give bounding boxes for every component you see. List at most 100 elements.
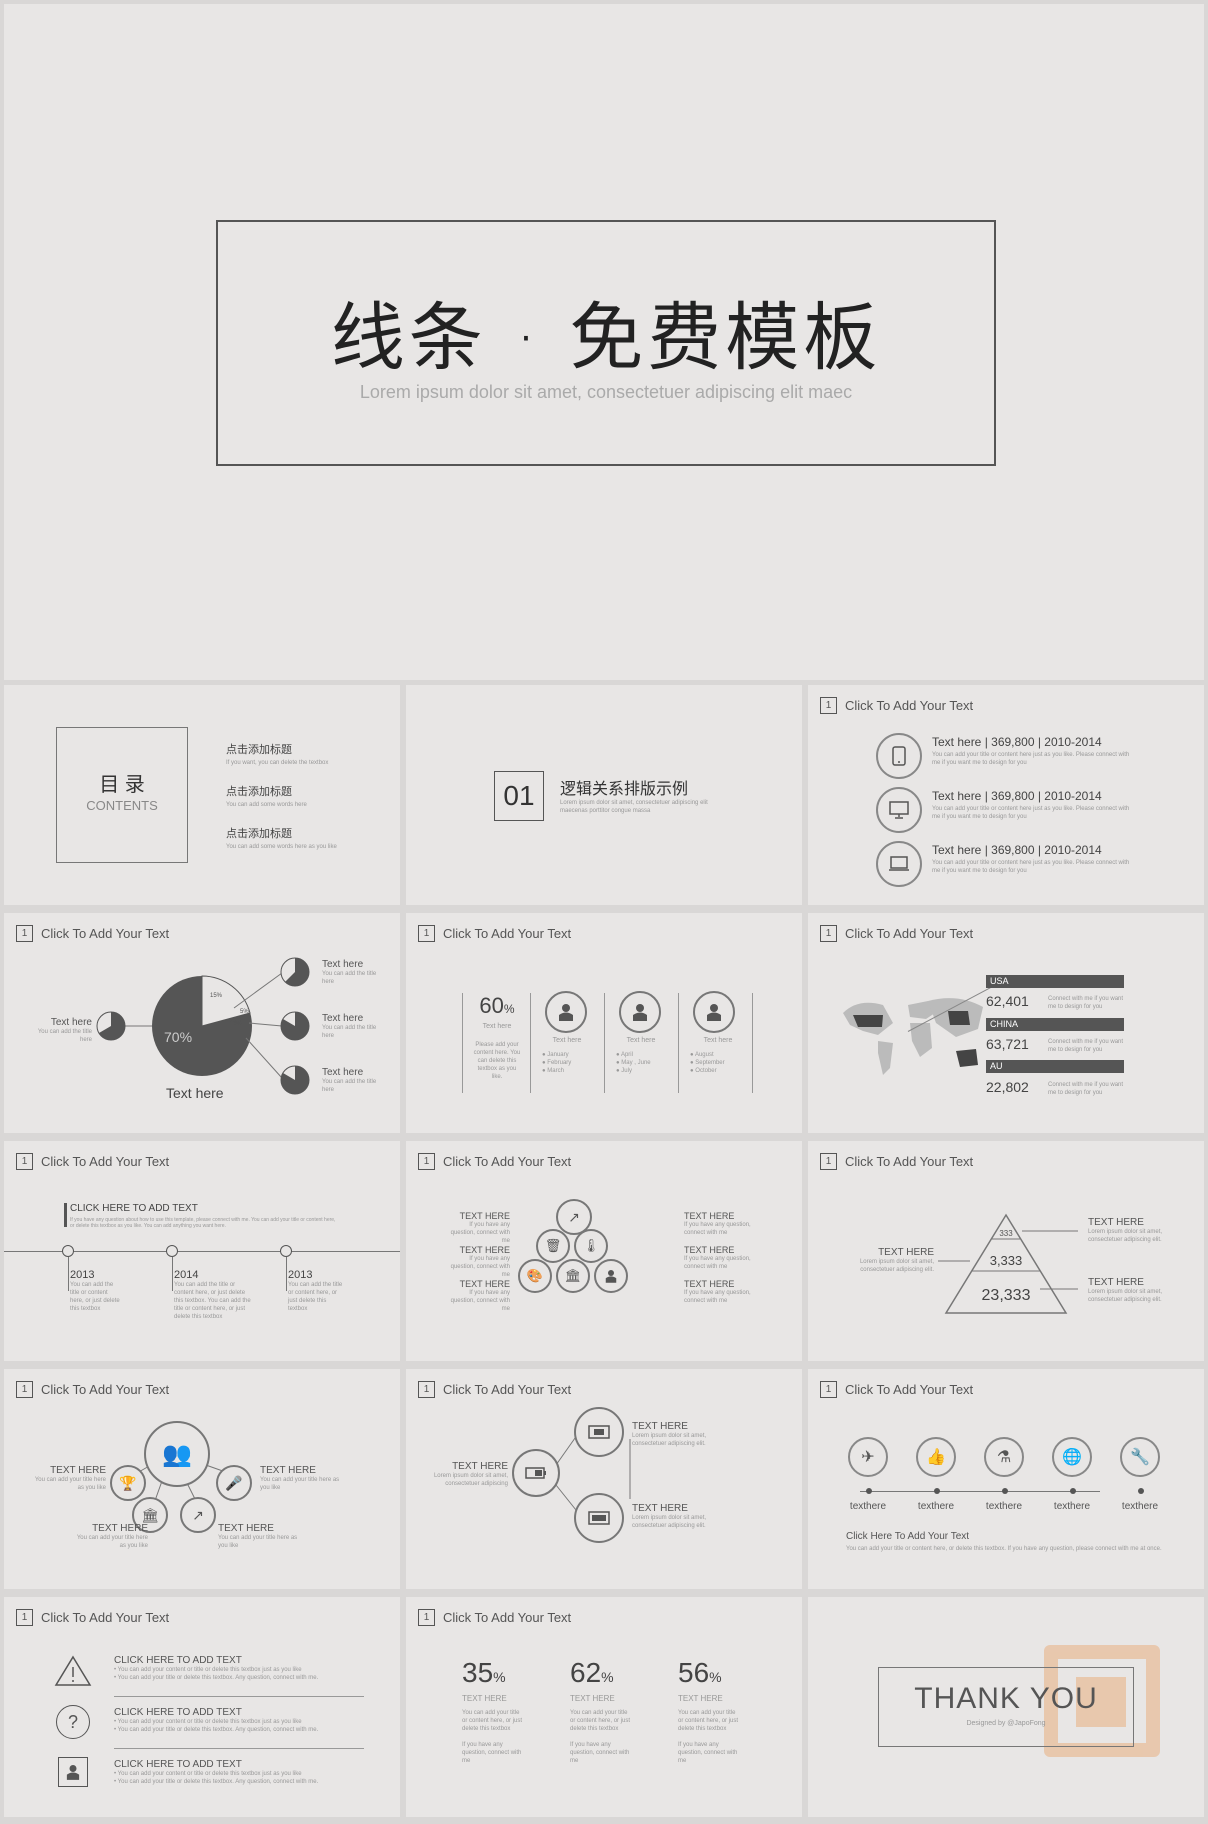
- main-title: 线条 · 免费模板: [330, 295, 882, 381]
- list-item-line: • You can add your content or title or d…: [114, 1719, 302, 1725]
- pie-label-title: Text here: [322, 1013, 364, 1024]
- process-step-label: texthere: [849, 1501, 887, 1512]
- timeline-node: [280, 1245, 292, 1257]
- contents-item[interactable]: 点击添加标题 If you want, you can delete the t…: [226, 741, 328, 767]
- slide-header: 1 Click To Add Your Text: [16, 925, 169, 942]
- contents-item-label: 点击添加标题: [226, 744, 292, 756]
- list-item-title: CLICK HERE TO ADD TEXT: [114, 1707, 242, 1718]
- slide-icon-cluster: 1 Click To Add Your Text TEXT HERE If you…: [406, 1141, 802, 1361]
- device-row-desc: You can add your title or content here j…: [932, 752, 1130, 766]
- contents-box: 目 录 CONTENTS: [56, 727, 188, 863]
- people-stat-label: Text here: [482, 1023, 512, 1030]
- device-row-text: Text here | 369,800 | 2010-2014: [932, 789, 1102, 803]
- slide-header-label: Click To Add Your Text: [443, 1154, 572, 1169]
- cluster-label-desc: If you have any question, connect with m…: [684, 1256, 751, 1270]
- group-icon: 👥: [144, 1421, 210, 1487]
- slide-header-label: Click To Add Your Text: [443, 926, 572, 941]
- contents-item[interactable]: 点击添加标题 You can add some words here: [226, 783, 307, 809]
- slide-devices: 1 Click To Add Your Text Text here | 369,…: [808, 685, 1204, 905]
- cluster-label: TEXT HERE If you have any question, conn…: [684, 1245, 754, 1271]
- slide-people: 1 Click To Add Your Text 60% Text here Pl…: [406, 913, 802, 1133]
- slide-header-label: Click To Add Your Text: [41, 926, 170, 941]
- pie-label-desc: You can add the title here: [37, 1029, 92, 1043]
- pyramid-label: TEXT HERE Lorem ipsum dolor sit amet, co…: [838, 1247, 934, 1274]
- pie-right-label: Text here You can add the title here: [322, 1013, 384, 1040]
- slide-number: 1: [418, 1153, 435, 1170]
- world-map: [843, 998, 983, 1075]
- map-desc: Connect with me if you want me to design…: [1048, 996, 1124, 1010]
- percent-unit: %: [493, 1669, 506, 1685]
- hub-label: TEXT HERE You can add your title here as…: [30, 1465, 106, 1492]
- main-subtitle: Lorem ipsum dolor sit amet, consectetuer…: [359, 382, 853, 402]
- timeline-year: 2013: [70, 1269, 95, 1281]
- list-item-line: • You can add your title or delete this …: [114, 1779, 319, 1785]
- pie-center-label: Text here: [166, 1085, 224, 1101]
- hub-label: TEXT HERE You can add your title here as…: [72, 1523, 148, 1550]
- pie-label-desc: You can add the title here: [322, 1025, 377, 1039]
- warning-icon: [54, 1655, 92, 1686]
- slide-header: 1 Click To Add Your Text: [418, 925, 571, 942]
- list-item-title: CLICK HERE TO ADD TEXT: [114, 1655, 242, 1666]
- slide-number: 1: [820, 697, 837, 714]
- timeline-desc: You can add the title or content here, o…: [174, 1282, 251, 1320]
- thanks-frame: THANK YOU Designed by @JapoFong: [878, 1667, 1134, 1747]
- process-step-label: texthere: [985, 1501, 1023, 1512]
- tree-label-title: TEXT HERE: [452, 1461, 508, 1472]
- pyramid-level: 333: [999, 1229, 1013, 1238]
- people-column: Text here ● April ● May , June ● July: [616, 1037, 666, 1075]
- people-col-item: ● October: [690, 1068, 717, 1074]
- pie-label-desc: You can add the title here: [322, 971, 377, 985]
- percent-unit: %: [601, 1669, 614, 1685]
- slide-header-label: Click To Add Your Text: [443, 1610, 572, 1625]
- pyramid-level: 23,333: [981, 1287, 1031, 1304]
- contents-item-label: 点击添加标题: [226, 828, 292, 840]
- pie-label-title: Text here: [50, 1017, 92, 1028]
- people-col-item: ● April: [616, 1052, 633, 1058]
- slide-header-label: Click To Add Your Text: [41, 1610, 170, 1625]
- list-item-line: • You can add your title or delete this …: [114, 1675, 319, 1681]
- slide-number: 1: [16, 1153, 33, 1170]
- person-icon: [545, 991, 587, 1033]
- slide-header: 1 Click To Add Your Text: [820, 1381, 973, 1398]
- percent-unit: %: [709, 1669, 722, 1685]
- map-country-bar: CHINA: [986, 1018, 1124, 1031]
- percent-desc: You can add your title or content here, …: [462, 1710, 523, 1732]
- map-value: 62,401: [986, 993, 1029, 1009]
- list-item-line: • You can add your content or title or d…: [114, 1771, 302, 1777]
- pyramid-label-title: TEXT HERE: [1088, 1277, 1144, 1288]
- map-country-bar: AU: [986, 1060, 1124, 1073]
- timeline-point: 2013 You can add the title or content he…: [288, 1269, 344, 1313]
- flask-icon: ⚗: [984, 1437, 1024, 1477]
- pyramid-label: TEXT HERE Lorem ipsum dolor sit amet, co…: [1088, 1277, 1184, 1304]
- slide-number: 1: [820, 1153, 837, 1170]
- slide-header: 1 Click To Add Your Text: [16, 1153, 169, 1170]
- pyramid-diagram: [938, 1213, 1078, 1314]
- cluster-label-desc: If you have any question, connect with m…: [450, 1290, 510, 1312]
- contents-title-cn: 目 录: [99, 774, 145, 796]
- slide-pie: 1 Click To Add Your Text 70% 15% 10% 5% T…: [4, 913, 400, 1133]
- microphone-icon: 🎤: [216, 1465, 252, 1501]
- timeline-node: [62, 1245, 74, 1257]
- monitor-icon: [876, 787, 922, 833]
- device-row-desc: You can add your title or content here j…: [932, 806, 1130, 820]
- thermometer-icon: 🌡: [574, 1229, 608, 1263]
- list-item-title: CLICK HERE TO ADD TEXT: [114, 1759, 242, 1770]
- percent-value: 62: [570, 1657, 602, 1688]
- slide-header-label: Click To Add Your Text: [845, 1382, 974, 1397]
- pyramid-label-desc: Lorem ipsum dolor sit amet, consectetuer…: [1088, 1229, 1163, 1243]
- pyramid-label-title: TEXT HERE: [878, 1247, 934, 1258]
- slide-header-label: Click To Add Your Text: [443, 1382, 572, 1397]
- slide-header-label: Click To Add Your Text: [41, 1382, 170, 1397]
- pie-label-title: Text here: [322, 1067, 364, 1078]
- contents-item-label: 点击添加标题: [226, 786, 292, 798]
- cluster-label-desc: If you have any question, connect with m…: [684, 1290, 751, 1304]
- hub-label-desc: You can add your title here as you like: [218, 1535, 298, 1549]
- device-row-desc: You can add your title or content here j…: [932, 860, 1130, 874]
- contents-item[interactable]: 点击添加标题 You can add some words here as yo…: [226, 825, 337, 851]
- slide-map: 1 Click To Add Your Text USA 62,401 Conne…: [808, 913, 1204, 1133]
- slide-list: 1 Click To Add Your Text ? CLICK HERE TO …: [4, 1597, 400, 1817]
- bank-icon: 🏛: [132, 1497, 168, 1533]
- thanks-subtitle: Designed by @JapoFong: [966, 1720, 1046, 1727]
- process-step-label: texthere: [1053, 1501, 1091, 1512]
- list-item: CLICK HERE TO ADD TEXT • You can add you…: [114, 1707, 384, 1734]
